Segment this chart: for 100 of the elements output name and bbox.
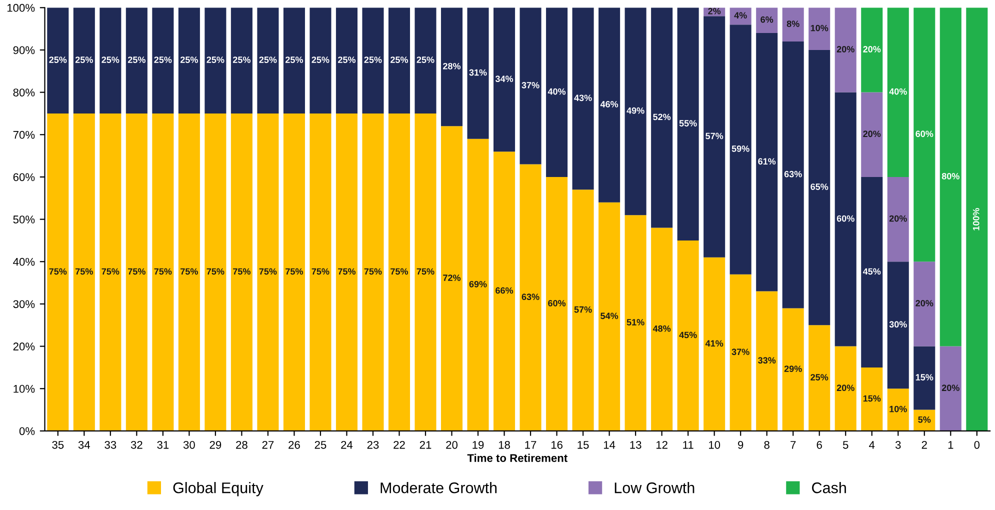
x-tick-label: 31 [157, 440, 169, 449]
x-tick-label: 6 [816, 440, 822, 449]
x-tick-label: 3 [895, 440, 901, 449]
data-label: 25% [154, 56, 172, 63]
data-label: 46% [600, 101, 618, 108]
y-tick-label: 40% [13, 258, 35, 266]
data-label: 59% [732, 145, 750, 152]
legend-label: Moderate Growth [380, 482, 497, 494]
x-tick-label: 9 [738, 440, 744, 449]
data-label: 20% [942, 384, 960, 392]
data-label: 15% [916, 374, 934, 380]
y-tick-label: 20% [13, 342, 35, 350]
data-label: 57% [706, 132, 724, 140]
data-label: 72% [443, 274, 461, 281]
x-tick-label: 26 [288, 440, 300, 449]
data-label: 48% [652, 325, 671, 332]
data-label: 20% [889, 215, 907, 222]
data-label: 25% [206, 56, 224, 63]
legend-label: Global Equity [173, 482, 264, 496]
data-label: 33% [758, 357, 776, 364]
x-tick-label: 0 [974, 440, 980, 449]
x-tick-label: 11 [683, 441, 694, 449]
y-tick-label: 30% [13, 300, 35, 308]
x-tick-label: 25 [314, 440, 326, 449]
data-label: 8% [786, 20, 800, 28]
x-tick-label: 18 [498, 440, 510, 449]
data-label: 75% [416, 268, 434, 275]
data-label: 43% [574, 94, 592, 102]
x-tick-label: 5 [842, 441, 848, 449]
data-label: 75% [102, 268, 120, 275]
data-label: 20% [836, 384, 854, 392]
x-tick-label: 4 [869, 441, 875, 449]
data-label: 5% [918, 416, 931, 423]
data-label: 63% [522, 294, 540, 300]
data-label: 75% [312, 268, 330, 275]
x-tick-label: 21 [420, 440, 432, 449]
y-tick-label: 70% [13, 130, 35, 139]
x-tick-label: 35 [52, 440, 64, 449]
data-label: 20% [863, 130, 881, 138]
data-label: 75% [390, 268, 408, 275]
x-tick-label: 20 [446, 440, 458, 449]
y-tick-label: 100% [7, 4, 35, 12]
x-tick-label: 10 [708, 440, 720, 449]
data-label: 69% [469, 280, 487, 288]
data-label: 10% [890, 406, 907, 412]
x-tick-label: 30 [183, 440, 195, 449]
data-label: 61% [758, 158, 776, 165]
data-label: 25% [128, 56, 146, 63]
data-label: 75% [233, 268, 250, 275]
data-label: 28% [443, 62, 461, 70]
x-tick-label: 14 [604, 441, 616, 449]
data-label: 25% [180, 56, 198, 63]
data-label: 45% [679, 332, 697, 338]
data-label: 75% [364, 268, 382, 275]
data-label: 75% [338, 268, 356, 275]
data-label: 20% [916, 300, 934, 306]
data-label: 25% [259, 56, 277, 63]
data-label: 31% [469, 69, 487, 76]
x-tick-label: 27 [262, 440, 274, 449]
data-label: 25% [390, 56, 408, 63]
x-tick-label: 8 [764, 440, 770, 449]
data-label: 4% [734, 12, 747, 19]
x-tick-label: 29 [210, 440, 222, 449]
x-tick-label: 34 [78, 440, 90, 449]
x-tick-label: 13 [630, 440, 642, 449]
data-label: 54% [600, 312, 618, 320]
data-label: 25% [49, 56, 67, 63]
data-label: 60% [916, 130, 934, 138]
data-label: 52% [653, 114, 671, 120]
data-label: 65% [810, 184, 828, 190]
data-label: 41% [705, 340, 724, 347]
x-tick-label: 16 [551, 440, 562, 449]
x-tick-label: 32 [130, 440, 142, 449]
x-tick-label: 15 [578, 441, 589, 449]
data-label: 25% [232, 56, 250, 63]
legend-label: Low Growth [614, 482, 694, 494]
data-label: 30% [889, 321, 907, 328]
x-tick-label: 24 [341, 440, 353, 449]
data-label: 37% [732, 348, 750, 356]
data-label: 40% [889, 88, 907, 95]
data-label: 75% [49, 268, 67, 275]
x-tick-label: 7 [790, 441, 796, 449]
y-tick-label: 80% [13, 88, 35, 96]
data-label: 55% [679, 120, 697, 126]
x-tick-label: 22 [394, 440, 405, 449]
data-label: 20% [836, 46, 854, 52]
data-label: 51% [626, 319, 644, 326]
data-label: 80% [942, 173, 960, 180]
x-tick-label: 17 [525, 441, 536, 449]
data-label: 34% [495, 76, 514, 82]
x-tick-label: 1 [948, 441, 954, 449]
data-label: 75% [206, 268, 224, 275]
data-label: 25% [102, 56, 120, 63]
data-label: 45% [862, 268, 881, 275]
data-label: 10% [810, 24, 828, 32]
y-tick-label: 10% [14, 384, 35, 393]
data-label: 25% [338, 56, 356, 63]
data-label: 2% [708, 8, 721, 14]
data-label: 25% [75, 56, 93, 63]
data-label: 75% [154, 268, 172, 275]
